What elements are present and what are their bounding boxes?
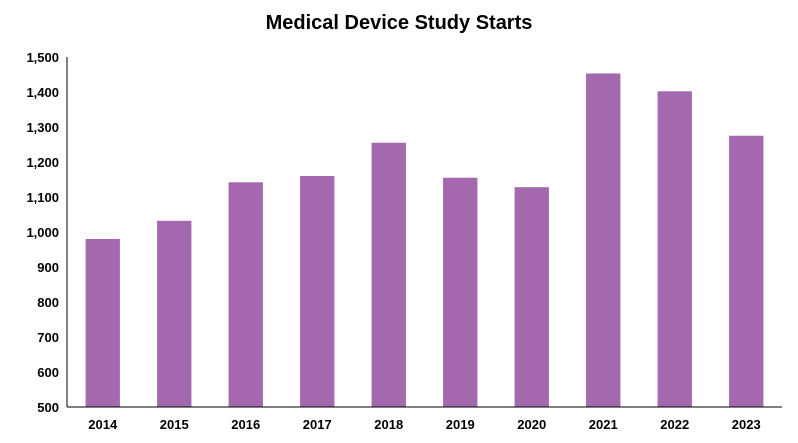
x-tick-label: 2019 [446,417,475,432]
bar-2021 [586,73,621,407]
bar-2014 [85,239,120,407]
y-tick-label: 800 [37,295,59,310]
y-tick-label: 1,100 [26,190,59,205]
x-tick-label: 2017 [303,417,332,432]
x-tick-label: 2023 [732,417,761,432]
bar-2016 [228,182,263,407]
bars [85,73,764,408]
x-tick-label: 2014 [88,417,118,432]
x-tick-label: 2020 [517,417,546,432]
bar-2020 [514,187,549,407]
y-tick-label: 1,400 [26,85,59,100]
y-tick-label: 500 [37,400,59,415]
y-tick-label: 600 [37,365,59,380]
bar-2019 [443,177,478,407]
x-tick-label: 2018 [374,417,403,432]
y-tick-label: 1,300 [26,120,59,135]
x-tick-label: 2015 [160,417,189,432]
x-tick-label: 2021 [589,417,618,432]
y-tick-label: 900 [37,260,59,275]
y-axis-tick-labels: 500 600 700 800 900 1,000 1,100 1,200 1,300 1,400… [26,50,59,415]
y-tick-label: 700 [37,330,59,345]
bar-2023 [729,135,764,407]
y-tick-label: 1,500 [26,50,59,65]
y-tick-label: 1,200 [26,155,59,170]
y-tick-label: 1,000 [26,225,59,240]
x-tick-label: 2016 [231,417,260,432]
x-axis-tick-labels: 2014 2015 2016 2017 2018 2019 2020 2021 2022 2023 [88,417,760,432]
bar-2017 [300,176,335,407]
x-tick-label: 2022 [660,417,689,432]
bar-2018 [371,142,406,407]
bar-2022 [657,91,692,408]
bar-2015 [157,220,192,407]
chart-title: Medical Device Study Starts [265,12,533,34]
